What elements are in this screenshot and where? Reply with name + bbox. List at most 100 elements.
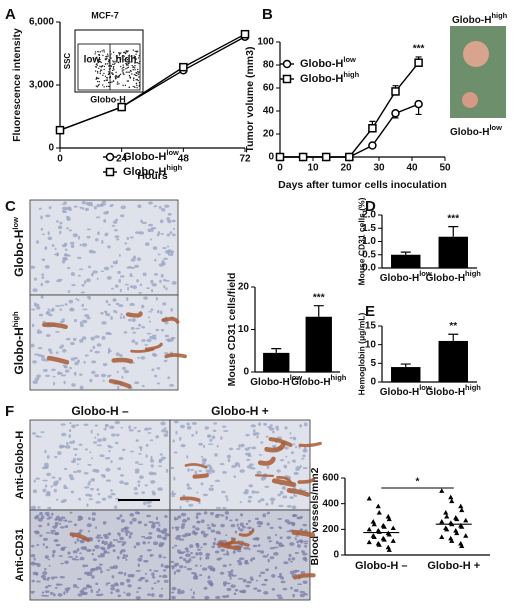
- inset-dot: [126, 61, 129, 63]
- cell-nucleus: [244, 447, 250, 451]
- cell-nucleus: [200, 530, 206, 535]
- cell-nucleus: [279, 459, 285, 462]
- cell-nucleus: [110, 591, 113, 595]
- cell-nucleus: [167, 212, 172, 216]
- cell-nucleus: [200, 519, 205, 524]
- cell-nucleus: [34, 516, 38, 520]
- cell-nucleus: [210, 511, 214, 516]
- inset-dot: [94, 70, 97, 72]
- inset-dot: [119, 57, 122, 59]
- cell-nucleus: [92, 441, 98, 444]
- cell-nucleus: [265, 568, 269, 572]
- cell-nucleus: [41, 273, 45, 276]
- cell-nucleus: [53, 538, 59, 543]
- cell-nucleus: [96, 343, 102, 347]
- stain: [286, 488, 311, 497]
- cell-nucleus: [134, 492, 139, 495]
- cell-nucleus: [155, 521, 160, 525]
- legend-label: Globo-Hhigh: [123, 163, 183, 178]
- cell-nucleus: [138, 291, 142, 294]
- cell-nucleus: [59, 576, 65, 579]
- cell-nucleus: [208, 487, 214, 491]
- cell-nucleus: [260, 441, 264, 444]
- inset-dot: [117, 56, 119, 59]
- cell-nucleus: [44, 594, 50, 597]
- inset-dot: [110, 53, 112, 55]
- stain: [292, 573, 316, 580]
- cell-nucleus: [170, 336, 176, 340]
- cell-nucleus: [137, 480, 141, 483]
- inset-dot: [118, 54, 121, 56]
- cell-nucleus: [291, 522, 296, 527]
- inset-dot: [122, 66, 125, 69]
- cell-nucleus: [41, 233, 46, 236]
- cell-nucleus: [72, 550, 78, 554]
- tumor: [462, 92, 478, 108]
- cell-nucleus: [99, 546, 106, 550]
- cell-nucleus: [254, 587, 258, 590]
- cell-nucleus: [87, 265, 92, 269]
- cell-nucleus: [225, 516, 229, 520]
- cell-nucleus: [107, 245, 111, 249]
- cell-nucleus: [88, 516, 91, 521]
- cell-nucleus: [106, 551, 110, 554]
- cell-nucleus: [190, 551, 193, 555]
- y-axis-label: Tumor volume (mm3): [244, 47, 256, 153]
- significance: ***: [447, 213, 459, 224]
- cell-nucleus: [88, 498, 94, 501]
- cell-nucleus: [118, 254, 121, 257]
- inset-dot: [136, 74, 138, 77]
- cell-nucleus: [174, 544, 178, 547]
- cell-nucleus: [119, 315, 122, 320]
- cell-nucleus: [200, 455, 204, 458]
- cell-nucleus: [135, 569, 141, 572]
- marker: [391, 87, 400, 96]
- cell-nucleus: [140, 219, 143, 223]
- cell-nucleus: [260, 498, 265, 502]
- cell-nucleus: [146, 332, 152, 335]
- cell-nucleus: [179, 436, 182, 441]
- label-text: Globo-H: [450, 127, 489, 138]
- label-sup: low: [489, 123, 502, 132]
- cell-nucleus: [197, 548, 202, 551]
- cell-nucleus: [199, 556, 202, 561]
- cell-nucleus: [127, 286, 130, 291]
- x-tick-label: 30: [373, 163, 385, 174]
- cell-nucleus: [47, 231, 50, 236]
- cell-nucleus: [141, 339, 146, 342]
- cell-nucleus: [37, 517, 44, 522]
- cell-nucleus: [290, 451, 295, 455]
- cell-nucleus: [137, 484, 141, 488]
- inset-dot: [108, 61, 110, 63]
- cell-nucleus: [150, 480, 156, 484]
- marker: [414, 99, 423, 109]
- point: [366, 539, 372, 545]
- cell-nucleus: [137, 356, 141, 359]
- cell-nucleus: [91, 512, 96, 516]
- cell-nucleus: [69, 366, 73, 370]
- cell-nucleus: [123, 572, 127, 576]
- cell-nucleus: [164, 360, 167, 363]
- cell-nucleus: [125, 558, 128, 561]
- cell-nucleus: [234, 530, 238, 534]
- cell-nucleus: [159, 453, 163, 456]
- bar: [263, 352, 290, 372]
- cell-nucleus: [126, 266, 132, 269]
- cell-nucleus: [251, 446, 257, 450]
- label-sup: low: [343, 55, 356, 64]
- y-axis-label: Hemoglobin (μg/mL): [356, 313, 366, 396]
- cell-nucleus: [202, 542, 208, 546]
- cell-nucleus: [227, 458, 231, 463]
- cell-nucleus: [120, 214, 125, 218]
- cell-nucleus: [129, 236, 134, 239]
- point: [390, 525, 396, 531]
- cell-nucleus: [65, 337, 71, 341]
- cell-nucleus: [82, 587, 88, 590]
- cell-nucleus: [275, 425, 279, 429]
- inset-dot: [99, 72, 101, 75]
- cell-nucleus: [101, 497, 107, 501]
- cell-nucleus: [44, 511, 50, 516]
- x-tick-label: Globo-Hlow: [380, 269, 432, 284]
- cell-nucleus: [149, 439, 154, 442]
- cell-nucleus: [156, 310, 160, 314]
